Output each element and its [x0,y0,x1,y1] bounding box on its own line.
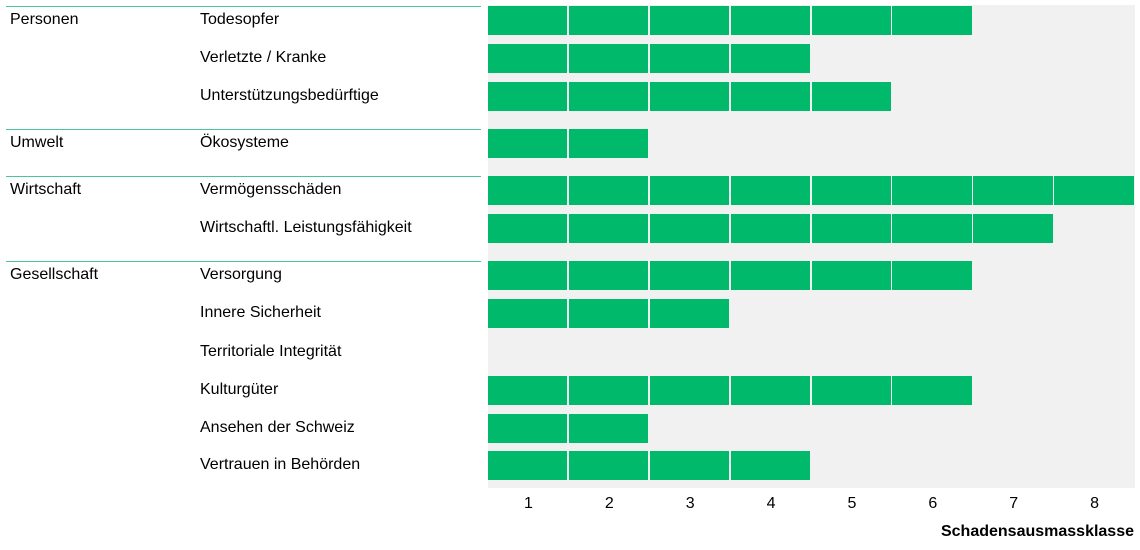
bar-segment [730,375,810,405]
bar-segment [649,43,730,73]
bar-segment [649,213,730,243]
x-tick-label: 7 [1009,495,1019,512]
bar-segment [649,81,730,111]
x-tick-label: 4 [766,495,776,512]
bar-segment [811,81,891,111]
indicator-label: Ansehen der Schweiz [200,419,355,436]
bar-segment [568,81,649,111]
bar-segment [892,260,972,290]
bar-segment [488,375,568,405]
bar-segment [568,450,649,480]
bar-segment [488,81,568,111]
category-label: Gesellschaft [10,266,99,283]
bar-segment [1054,175,1134,205]
bar-segment [649,5,730,35]
indicator-label: Territoriale Integrität [200,343,342,360]
bar-segment [730,175,810,205]
bar-segment [488,260,568,290]
bar-segment [568,298,649,328]
bar-segment [973,213,1053,243]
x-tick-label: 8 [1090,495,1100,512]
bar-segment [568,43,649,73]
bar-segment [649,260,730,290]
bar-segment [488,298,568,328]
bar-segment [892,5,972,35]
bar-segment [488,43,568,73]
indicator-label: Wirtschaftl. Leistungsfähigkeit [200,219,412,236]
bar-segment [649,375,730,405]
indicator-label: Kulturgüter [200,381,279,398]
bar-segment [730,81,810,111]
category-label: Umwelt [10,134,64,151]
indicator-label: Vermögensschäden [200,181,342,198]
indicator-label: Innere Sicherheit [200,304,321,321]
bar-segment [649,450,730,480]
category-label: Wirtschaft [10,181,82,198]
bar-segment [892,213,972,243]
bar-segment [568,375,649,405]
indicator-label: Todesopfer [200,11,280,28]
bar-segment [488,213,568,243]
x-axis-title: Schadensausmassklasse [940,523,1134,540]
bar-segment [730,43,810,73]
bar-segment [568,213,649,243]
bar-segment [649,175,730,205]
category-label: Personen [10,11,79,28]
bar-segment [811,5,891,35]
bar-segment [730,5,810,35]
bar-segment [488,450,568,480]
bar-segment [488,413,568,443]
bar-segment [568,260,649,290]
bar-segment [488,128,568,158]
indicator-label: Unterstützungsbedürftige [200,87,379,104]
bar-segment [811,260,891,290]
indicator-label: Versorgung [200,266,282,283]
bar-segment [892,375,972,405]
bar-segment [811,213,891,243]
x-tick-label: 5 [847,495,857,512]
bar-segment [568,5,649,35]
x-tick-label: 3 [685,495,695,512]
bar-segment [649,298,730,328]
bar-segment [811,175,891,205]
bar-segment [892,175,972,205]
x-tick-label: 2 [604,495,614,512]
group-divider [6,129,481,130]
x-tick-label: 1 [523,495,533,512]
group-divider [6,6,481,7]
group-divider [6,176,481,177]
bar-segment [568,128,649,158]
bar-segment [730,213,810,243]
bar-segment [811,375,891,405]
bar-segment [730,450,810,480]
indicator-label: Ökosysteme [200,134,289,151]
indicator-label: Verletzte / Kranke [200,49,327,66]
indicator-label: Vertrauen in Behörden [200,456,361,473]
group-divider [6,261,481,262]
bar-segment [488,5,568,35]
bar-segment [568,175,649,205]
bar-segment [730,260,810,290]
bar-segment [568,413,649,443]
bar-segment [488,175,568,205]
bar-segment [973,175,1053,205]
x-tick-label: 6 [928,495,938,512]
